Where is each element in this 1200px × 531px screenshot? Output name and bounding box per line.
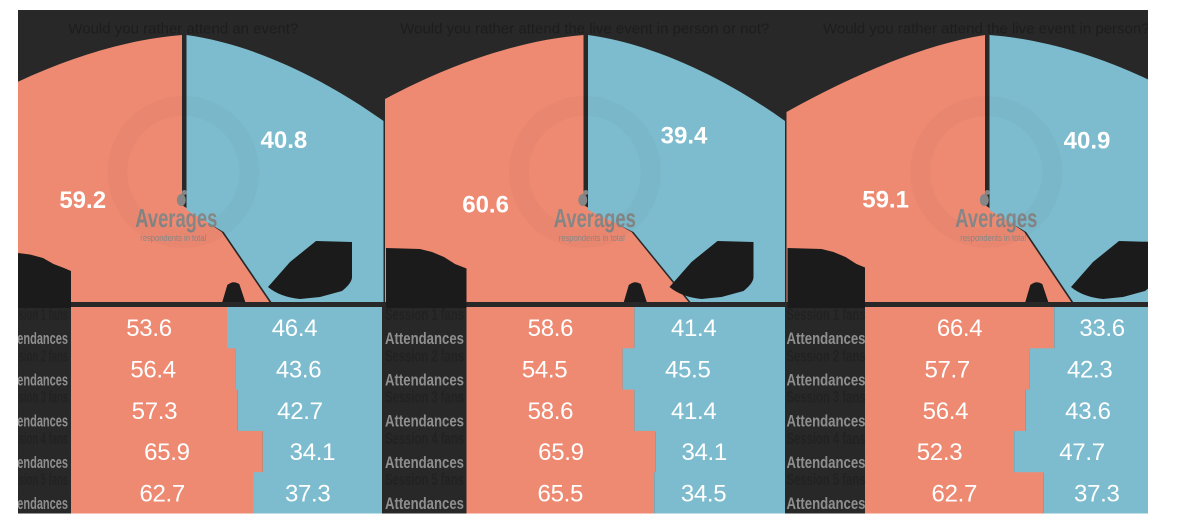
svg-text:respondents in total: respondents in total [960,233,1026,244]
svg-text:Attendances: Attendances [2,453,68,472]
svg-text:37.3: 37.3 [1074,480,1120,507]
svg-text:Session 2 fans: Session 2 fans [787,346,866,365]
svg-text:Attendances: Attendances [385,329,464,348]
svg-text:41.4: 41.4 [671,398,717,425]
svg-text:57.7: 57.7 [924,356,970,383]
svg-text:Session 4 fans: Session 4 fans [2,429,68,448]
svg-text:58.6: 58.6 [528,398,574,425]
svg-text:Session 5 fans: Session 5 fans [2,470,68,489]
svg-text:62.7: 62.7 [139,480,185,507]
svg-text:Would you rather attend the li: Would you rather attend the live event i… [823,21,1150,38]
svg-text:52.3: 52.3 [917,439,963,466]
svg-text:Session 1 fans: Session 1 fans [2,305,68,324]
svg-text:57.3: 57.3 [132,398,178,425]
svg-text:Attendances: Attendances [787,453,866,472]
svg-text:Session 5 fans: Session 5 fans [787,470,866,489]
svg-text:42.3: 42.3 [1067,356,1113,383]
svg-text:Session 3 fans: Session 3 fans [787,388,866,407]
svg-text:45.5: 45.5 [665,356,711,383]
svg-text:Session 3 fans: Session 3 fans [385,388,464,407]
svg-text:Attendances: Attendances [2,494,68,513]
svg-text:41.4: 41.4 [671,315,717,342]
svg-text:Session 1 fans: Session 1 fans [787,305,866,324]
svg-text:43.6: 43.6 [276,356,322,383]
svg-text:Attendances: Attendances [385,412,464,431]
svg-text:Attendances: Attendances [787,412,866,431]
svg-text:Attendances: Attendances [2,329,68,348]
svg-text:Attendances: Attendances [385,494,464,513]
svg-text:56.4: 56.4 [923,398,969,425]
svg-text:60.6: 60.6 [462,191,509,218]
svg-text:56.4: 56.4 [130,356,176,383]
svg-text:34.5: 34.5 [681,480,727,507]
svg-text:Session 3 fans: Session 3 fans [2,388,68,407]
svg-text:37.3: 37.3 [285,480,331,507]
svg-text:65.9: 65.9 [538,439,584,466]
svg-text:Attendances: Attendances [787,370,866,389]
svg-text:Attendances: Attendances [385,453,464,472]
svg-text:33.6: 33.6 [1079,315,1125,342]
svg-text:39.4: 39.4 [661,123,708,150]
svg-text:Session 5 fans: Session 5 fans [385,470,464,489]
svg-text:Session 2 fans: Session 2 fans [2,346,68,365]
svg-text:54.5: 54.5 [522,356,568,383]
svg-text:66.4: 66.4 [937,315,983,342]
svg-text:65.9: 65.9 [144,439,190,466]
svg-text:Attendances: Attendances [2,370,68,389]
svg-text:53.6: 53.6 [126,315,172,342]
svg-text:47.7: 47.7 [1059,439,1105,466]
svg-text:Session 4 fans: Session 4 fans [385,429,464,448]
svg-text:40.9: 40.9 [1064,127,1111,154]
svg-text:respondents in total: respondents in total [140,233,206,244]
svg-text:43.6: 43.6 [1065,398,1111,425]
svg-text:46.4: 46.4 [272,315,318,342]
svg-text:Would you rather attend the li: Would you rather attend the live event i… [400,21,769,38]
svg-text:Session 4 fans: Session 4 fans [787,429,866,448]
svg-text:Attendances: Attendances [787,329,866,348]
svg-text:59.2: 59.2 [59,187,106,214]
svg-text:Attendances: Attendances [2,412,68,431]
svg-text:Session 2 fans: Session 2 fans [385,346,464,365]
svg-text:Averages: Averages [135,203,217,233]
svg-text:40.8: 40.8 [261,127,308,154]
svg-text:Would you rather attend an eve: Would you rather attend an event? [68,21,298,38]
svg-text:34.1: 34.1 [681,439,727,466]
svg-text:Averages: Averages [554,203,636,233]
svg-text:59.1: 59.1 [862,187,909,214]
svg-text:Session 1 fans: Session 1 fans [385,305,464,324]
svg-text:respondents in total: respondents in total [559,233,625,244]
svg-text:Attendances: Attendances [787,494,866,513]
svg-text:34.1: 34.1 [290,439,336,466]
svg-text:62.7: 62.7 [932,480,978,507]
svg-text:Averages: Averages [955,203,1037,233]
svg-text:Attendances: Attendances [385,370,464,389]
svg-text:65.5: 65.5 [538,480,584,507]
svg-text:42.7: 42.7 [277,398,323,425]
svg-text:58.6: 58.6 [528,315,574,342]
